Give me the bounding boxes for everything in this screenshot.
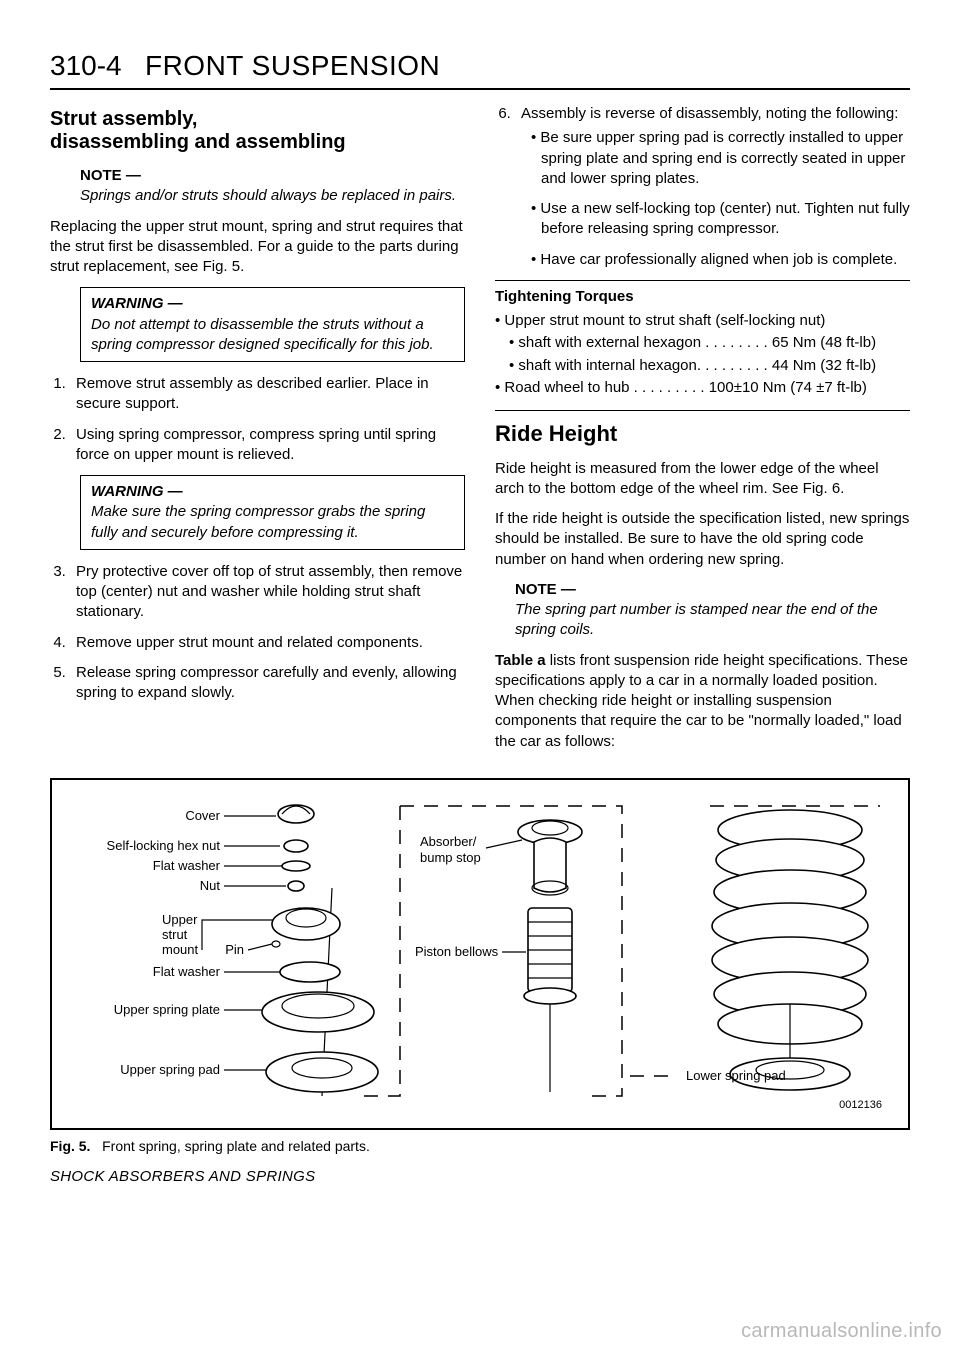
page-title: FRONT SUSPENSION bbox=[145, 50, 440, 81]
ride-p1: Ride height is measured from the lower e… bbox=[495, 459, 910, 500]
bullet-3: Have car professionally aligned when job… bbox=[535, 250, 910, 270]
left-column: Strut assembly, disassembling and assemb… bbox=[50, 104, 465, 762]
header-rule bbox=[50, 88, 910, 90]
intro-paragraph: Replacing the upper strut mount, spring … bbox=[50, 217, 465, 278]
note-text: The spring part number is stamped near t… bbox=[515, 601, 878, 638]
figure-caption-label: Fig. 5. bbox=[50, 1138, 90, 1154]
torque-1: Upper strut mount to strut shaft (self-l… bbox=[495, 311, 910, 331]
figure-caption: Fig. 5. Front spring, spring plate and r… bbox=[50, 1138, 910, 1154]
step-6-bullets: Be sure upper spring pad is correctly in… bbox=[535, 128, 910, 270]
label-absorber1: Absorber/ bbox=[420, 834, 477, 849]
watermark: carmanualsonline.info bbox=[741, 1320, 942, 1343]
ride-height-title: Ride Height bbox=[495, 419, 910, 449]
label-bellows: Piston bellows bbox=[415, 944, 499, 959]
ride-p3-text: lists front suspension ride height speci… bbox=[495, 652, 908, 750]
figure-caption-text: Front spring, spring plate and related p… bbox=[102, 1138, 370, 1154]
section-title-line2: disassembling and assembling bbox=[50, 131, 346, 153]
bullet-1: Be sure upper spring pad is correctly in… bbox=[535, 128, 910, 189]
label-pin: Pin bbox=[225, 942, 244, 957]
label-nut: Nut bbox=[200, 878, 221, 893]
step-2: Using spring compressor, compress spring… bbox=[70, 425, 465, 466]
torque-rule bbox=[495, 280, 910, 281]
ride-p3: Table a lists front suspension ride heig… bbox=[495, 651, 910, 752]
manual-page: 310-4 FRONT SUSPENSION Strut assembly, d… bbox=[0, 0, 960, 1205]
label-usm2: strut bbox=[162, 927, 188, 942]
spring-icon bbox=[712, 810, 868, 1072]
torque-1b: shaft with internal hexagon. . . . . . .… bbox=[509, 356, 910, 376]
step-6-intro: Assembly is reverse of disassembly, noti… bbox=[521, 105, 898, 122]
step-4: Remove upper strut mount and related com… bbox=[70, 633, 465, 653]
section-title: Strut assembly, disassembling and assemb… bbox=[50, 108, 465, 154]
page-header: 310-4 FRONT SUSPENSION bbox=[50, 50, 910, 82]
note-text: Springs and/or struts should always be r… bbox=[80, 187, 456, 204]
warning-text: Do not attempt to disassemble the struts… bbox=[91, 316, 434, 353]
step-3: Pry protective cover off top of strut as… bbox=[70, 562, 465, 623]
figure-id: 0012136 bbox=[839, 1099, 882, 1111]
note-label: NOTE — bbox=[80, 167, 141, 184]
torque-2: Road wheel to hub . . . . . . . . . 100±… bbox=[495, 378, 910, 398]
ride-note: NOTE — The spring part number is stamped… bbox=[515, 580, 910, 641]
warning-label: WARNING — bbox=[91, 295, 183, 312]
label-uspplate: Upper spring plate bbox=[114, 1002, 220, 1017]
figure-svg: Cover Self-locking hex nut Flat washer N… bbox=[70, 794, 890, 1118]
step-1: Remove strut assembly as described earli… bbox=[70, 374, 465, 415]
torque-1a: shaft with external hexagon . . . . . . … bbox=[509, 333, 910, 353]
label-selflock: Self-locking hex nut bbox=[107, 838, 221, 853]
label-lowerpad: Lower spring pad bbox=[686, 1068, 786, 1083]
right-column: Assembly is reverse of disassembly, noti… bbox=[495, 104, 910, 762]
label-usm3: mount bbox=[162, 942, 199, 957]
note-label: NOTE — bbox=[515, 581, 576, 598]
note-block: NOTE — Springs and/or struts should alwa… bbox=[80, 166, 465, 207]
step-6: Assembly is reverse of disassembly, noti… bbox=[515, 104, 910, 270]
label-flatwasher1: Flat washer bbox=[153, 858, 221, 873]
step-5: Release spring compressor carefully and … bbox=[70, 663, 465, 704]
footer-section: SHOCK ABSORBERS AND SPRINGS bbox=[50, 1168, 910, 1185]
torque-list: Upper strut mount to strut shaft (self-l… bbox=[495, 311, 910, 398]
warning-text: Make sure the spring compressor grabs th… bbox=[91, 503, 425, 540]
disassembly-steps-cont: Pry protective cover off top of strut as… bbox=[50, 562, 465, 704]
bullet-2: Use a new self-locking top (center) nut.… bbox=[535, 199, 910, 240]
disassembly-steps: Remove strut assembly as described earli… bbox=[50, 374, 465, 465]
ride-p2: If the ride height is outside the specif… bbox=[495, 509, 910, 570]
warning-box-1: WARNING — Do not attempt to disassemble … bbox=[80, 287, 465, 362]
label-flatwasher2: Flat washer bbox=[153, 964, 221, 979]
torque-rule-end bbox=[495, 410, 910, 411]
label-absorber2: bump stop bbox=[420, 850, 481, 865]
page-number: 310-4 bbox=[50, 50, 122, 81]
warning-label: WARNING — bbox=[91, 483, 183, 500]
figure-5: Cover Self-locking hex nut Flat washer N… bbox=[50, 778, 910, 1130]
two-columns: Strut assembly, disassembling and assemb… bbox=[50, 104, 910, 762]
assembly-steps: Assembly is reverse of disassembly, noti… bbox=[495, 104, 910, 270]
section-title-line1: Strut assembly, bbox=[50, 108, 197, 130]
tightening-title: Tightening Torques bbox=[495, 287, 910, 307]
warning-box-2: WARNING — Make sure the spring compresso… bbox=[80, 475, 465, 550]
label-usppad: Upper spring pad bbox=[120, 1062, 220, 1077]
label-cover: Cover bbox=[185, 808, 220, 823]
label-usm1: Upper bbox=[162, 912, 198, 927]
